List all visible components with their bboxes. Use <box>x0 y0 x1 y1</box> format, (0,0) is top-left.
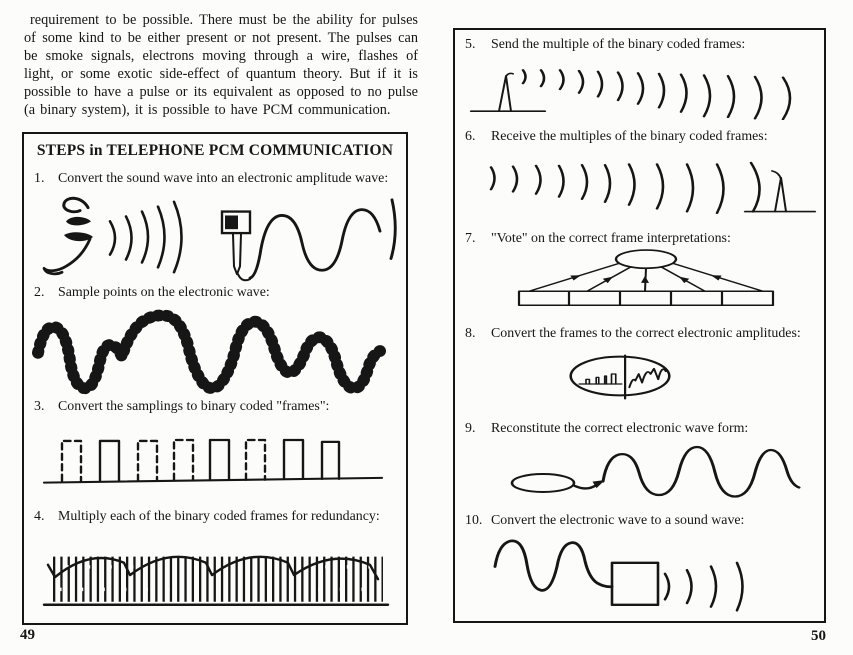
step-6-number: 6. <box>465 129 476 144</box>
step-5-label: Send the multiple of the binary coded fr… <box>491 37 746 52</box>
sound-arcs <box>663 561 744 612</box>
frame-cells <box>517 290 775 306</box>
sound-wave-arcs <box>108 200 183 274</box>
step-9: 9. Reconstitute the correct electronic w… <box>465 420 818 437</box>
electronic-to-sound-diagram <box>493 539 744 612</box>
mini-pulses <box>578 373 623 385</box>
step-5: 5. Send the multiple of the binary coded… <box>465 36 818 53</box>
step-6-label: Receive the multiples of the binary code… <box>491 129 768 144</box>
step-1-label: Convert the sound wave into an electroni… <box>58 171 389 186</box>
right-page-steps-box: 5. Send the multiple of the binary coded… <box>453 28 826 623</box>
step-3-number: 3. <box>34 399 45 414</box>
nose-line <box>62 196 90 214</box>
sound-to-electronic-wave-diagram <box>42 196 397 282</box>
step-10-label: Convert the electronic wave to a sound w… <box>491 513 745 528</box>
step-7-label: "Vote" on the correct frame interpretati… <box>491 231 731 246</box>
step-5-number: 5. <box>465 37 476 52</box>
sample-ticks <box>32 309 386 395</box>
arrow-curve <box>573 484 598 490</box>
electronic-wave <box>493 539 614 592</box>
upper-lip <box>66 216 91 226</box>
box-title: STEPS in TELEPHONE PCM COMMUNICATION <box>36 142 394 159</box>
page-number-right: 50 <box>811 628 826 644</box>
vote-diagram <box>517 249 775 306</box>
intro-paragraph: requirement to be possible. There must b… <box>24 12 418 118</box>
sampled-wave-diagram <box>32 309 386 395</box>
step-2-number: 2. <box>34 285 45 300</box>
envelope-line <box>46 555 380 581</box>
baseline <box>42 476 384 484</box>
step-7-number: 7. <box>465 231 476 246</box>
speaker-box-icon <box>610 561 660 607</box>
electronic-wave <box>36 314 382 390</box>
converter-ellipse <box>569 355 671 397</box>
source-ellipse <box>510 473 576 493</box>
send-frames-diagram <box>469 69 792 120</box>
step-6: 6. Receive the multiples of the binary c… <box>465 128 818 145</box>
step-7: 7. "Vote" on the correct frame interpret… <box>465 230 818 247</box>
step-8-label: Convert the frames to the correct electr… <box>491 326 801 341</box>
incoming-arcs <box>489 163 725 215</box>
voter-ellipse <box>614 249 678 270</box>
step-4-label: Multiply each of the binary coded frames… <box>58 509 380 524</box>
step-4: 4. Multiply each of the binary coded fra… <box>34 508 400 525</box>
reconstituted-wave <box>601 445 801 498</box>
mini-jagged-wave <box>628 367 667 389</box>
receive-frames-diagram <box>489 161 817 215</box>
step-8: 8. Convert the frames to the correct ele… <box>465 325 818 342</box>
lower-lip <box>64 232 93 242</box>
frames-to-amplitudes-diagram <box>569 354 671 400</box>
speaking-mouth-icon <box>42 196 93 276</box>
redundancy-multiplied-frames-diagram <box>42 555 390 607</box>
step-10: 10. Convert the electronic wave to a sou… <box>465 512 818 529</box>
electronic-wave <box>248 208 382 280</box>
step-2-label: Sample points on the electronic wave: <box>58 285 270 300</box>
step-3-label: Convert the samplings to binary coded "f… <box>58 399 330 414</box>
step-9-number: 9. <box>465 421 476 436</box>
step-1: 1. Convert the sound wave into an electr… <box>34 170 400 187</box>
left-page-steps-box: STEPS in TELEPHONE PCM COMMUNICATION 1. … <box>22 132 408 625</box>
step-1-number: 1. <box>34 171 45 186</box>
chin-line <box>42 237 92 276</box>
step-4-number: 4. <box>34 509 45 524</box>
step-8-number: 8. <box>465 326 476 341</box>
receive-pulse-icon <box>743 161 817 213</box>
vote-arrowheads <box>570 275 722 284</box>
transmit-pulse-icon <box>469 72 547 113</box>
step-10-number: 10. <box>465 513 483 528</box>
reconstitute-wave-diagram <box>510 445 801 498</box>
microphone-icon <box>220 210 252 282</box>
step-9-label: Reconstitute the correct electronic wave… <box>491 421 749 436</box>
radiating-arcs <box>521 69 792 120</box>
step-3: 3. Convert the samplings to binary coded… <box>34 398 400 415</box>
wave-tail-arc <box>389 198 397 260</box>
page-number-left: 49 <box>20 627 35 643</box>
step-2: 2. Sample points on the electronic wave: <box>34 284 400 301</box>
binary-pulses <box>60 438 341 482</box>
binary-frames-diagram <box>42 438 384 484</box>
